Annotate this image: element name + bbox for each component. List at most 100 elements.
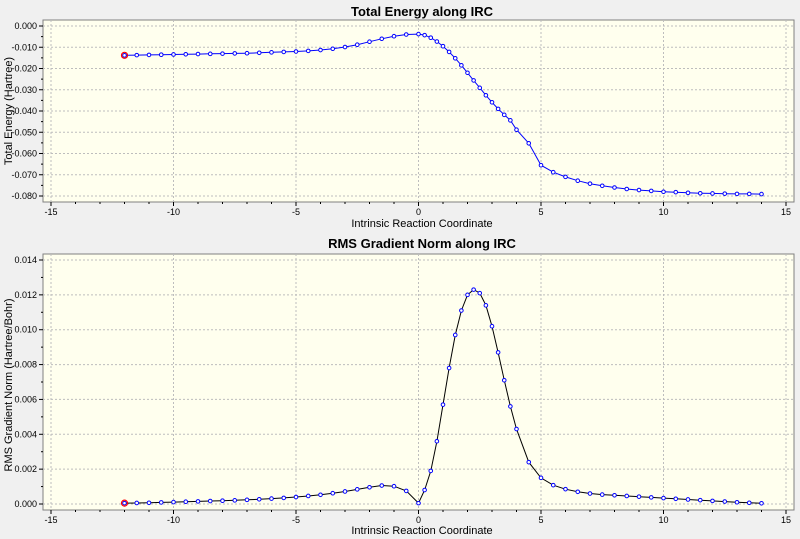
gradient-data-point bbox=[220, 498, 225, 503]
gradient-y-axis-label: RMS Gradient Norm (Hartree/Bohr) bbox=[3, 299, 15, 472]
energy-data-point bbox=[354, 42, 360, 48]
energy-data-point bbox=[122, 53, 127, 58]
energy-data-point bbox=[459, 63, 464, 68]
energy-data-point bbox=[483, 92, 489, 98]
gradient-chart-title: RMS Gradient Norm along IRC bbox=[328, 236, 516, 251]
gradient-data-point bbox=[391, 483, 397, 489]
energy-data-point bbox=[465, 70, 470, 76]
gradient-data-point bbox=[538, 475, 544, 481]
energy-y-tick-label: -0.050 bbox=[11, 127, 37, 137]
gradient-data-point bbox=[244, 497, 250, 503]
gradient-data-point bbox=[587, 491, 593, 496]
gradient-x-axis-label: Intrinsic Reaction Coordinate bbox=[351, 525, 492, 537]
gradient-data-point bbox=[465, 292, 470, 298]
energy-data-point bbox=[330, 46, 336, 52]
energy-data-point bbox=[171, 52, 176, 57]
energy-data-point bbox=[446, 49, 452, 55]
energy-data-point bbox=[281, 49, 287, 55]
gradient-data-point bbox=[477, 290, 483, 296]
energy-data-point bbox=[734, 191, 740, 197]
gradient-data-point bbox=[195, 499, 201, 504]
gradient-data-point bbox=[563, 486, 568, 492]
energy-data-point bbox=[661, 189, 666, 195]
energy-plot-area: -15 -10 -5 0 5 10 15 0.000 -0.010 -0.020 -0.030 -0.… bbox=[11, 19, 795, 217]
energy-data-point bbox=[612, 185, 617, 190]
gradient-x-tick-label: -10 bbox=[167, 515, 180, 525]
energy-data-point bbox=[746, 191, 752, 197]
gradient-data-point bbox=[330, 490, 336, 496]
energy-data-point bbox=[550, 169, 556, 175]
energy-y-tick-label: -0.020 bbox=[11, 64, 37, 74]
gradient-data-point bbox=[446, 365, 452, 371]
energy-data-point bbox=[440, 43, 446, 49]
energy-data-point bbox=[514, 127, 519, 132]
gradient-data-point bbox=[422, 487, 427, 493]
gradient-data-point bbox=[440, 402, 446, 407]
gradient-data-point bbox=[232, 498, 238, 503]
gradient-y-tick-label: 0.006 bbox=[14, 394, 37, 404]
gradient-data-point bbox=[599, 492, 605, 497]
energy-data-point bbox=[624, 186, 630, 192]
gradient-data-point bbox=[318, 492, 323, 498]
gradient-data-point bbox=[367, 484, 372, 490]
gradient-data-point bbox=[759, 501, 764, 506]
gradient-data-point bbox=[612, 492, 617, 498]
energy-data-point bbox=[710, 191, 715, 196]
energy-data-point bbox=[434, 39, 440, 44]
energy-data-point bbox=[342, 44, 348, 50]
gradient-y-tick-label: 0.010 bbox=[14, 325, 37, 335]
energy-data-point bbox=[269, 50, 274, 55]
gradient-chart: -15 -10 -5 0 5 10 15 0.014 0.012 0.010 0.008 0.006 0… bbox=[3, 236, 795, 537]
energy-data-point bbox=[207, 51, 213, 57]
gradient-data-point bbox=[746, 500, 752, 506]
gradient-data-point bbox=[734, 499, 740, 505]
energy-data-point bbox=[599, 183, 605, 189]
energy-x-tick-label: -5 bbox=[292, 207, 300, 217]
energy-data-point bbox=[146, 52, 152, 58]
gradient-data-point bbox=[452, 332, 458, 338]
gradient-data-point bbox=[459, 308, 464, 313]
gradient-data-point bbox=[158, 500, 164, 505]
energy-y-tick-label: -0.070 bbox=[11, 170, 37, 180]
energy-data-point bbox=[293, 49, 299, 54]
energy-x-tick-label: 15 bbox=[781, 207, 791, 217]
gradient-plot-area: -15 -10 -5 0 5 10 15 0.014 0.012 0.010 0.008 0.006 0… bbox=[14, 253, 795, 525]
gradient-start-point-marker bbox=[120, 499, 129, 507]
gradient-data-point bbox=[434, 438, 440, 444]
gradient-y-tick-label: 0.002 bbox=[14, 464, 37, 474]
energy-data-point bbox=[563, 174, 568, 180]
gradient-y-tick-label: 0.000 bbox=[14, 499, 37, 509]
energy-data-point bbox=[526, 141, 532, 146]
gradient-data-point bbox=[508, 404, 513, 409]
gradient-y-tick-label: 0.012 bbox=[14, 290, 37, 300]
gradient-data-point bbox=[636, 494, 642, 499]
gradient-data-point bbox=[428, 468, 434, 474]
energy-data-point bbox=[428, 35, 434, 40]
gradient-data-point bbox=[722, 499, 728, 504]
energy-data-point bbox=[575, 178, 581, 183]
energy-data-point bbox=[452, 56, 458, 61]
energy-data-point bbox=[158, 52, 164, 57]
energy-data-point bbox=[538, 162, 544, 168]
gradient-x-tick-label: 15 bbox=[781, 515, 791, 525]
energy-x-tick-label: 5 bbox=[538, 207, 543, 217]
energy-data-point bbox=[403, 32, 409, 37]
energy-data-point bbox=[471, 78, 476, 83]
energy-data-point bbox=[501, 112, 507, 118]
gradient-data-point bbox=[624, 493, 630, 499]
energy-data-point bbox=[256, 50, 262, 56]
energy-data-point bbox=[232, 51, 238, 56]
energy-data-point bbox=[244, 50, 250, 56]
gradient-data-point bbox=[183, 499, 189, 505]
energy-data-point bbox=[648, 188, 654, 194]
energy-x-tick-label: -10 bbox=[167, 207, 180, 217]
gradient-y-tick-label: 0.014 bbox=[14, 255, 37, 265]
energy-y-tick-label: -0.030 bbox=[11, 85, 37, 95]
gradient-x-tick-label: -15 bbox=[44, 515, 57, 525]
gradient-data-point bbox=[697, 497, 703, 503]
energy-data-point bbox=[183, 51, 189, 57]
energy-data-point bbox=[759, 191, 764, 197]
energy-y-tick-label: -0.010 bbox=[11, 42, 37, 52]
energy-data-point bbox=[379, 36, 385, 42]
gradient-data-point bbox=[489, 323, 495, 329]
